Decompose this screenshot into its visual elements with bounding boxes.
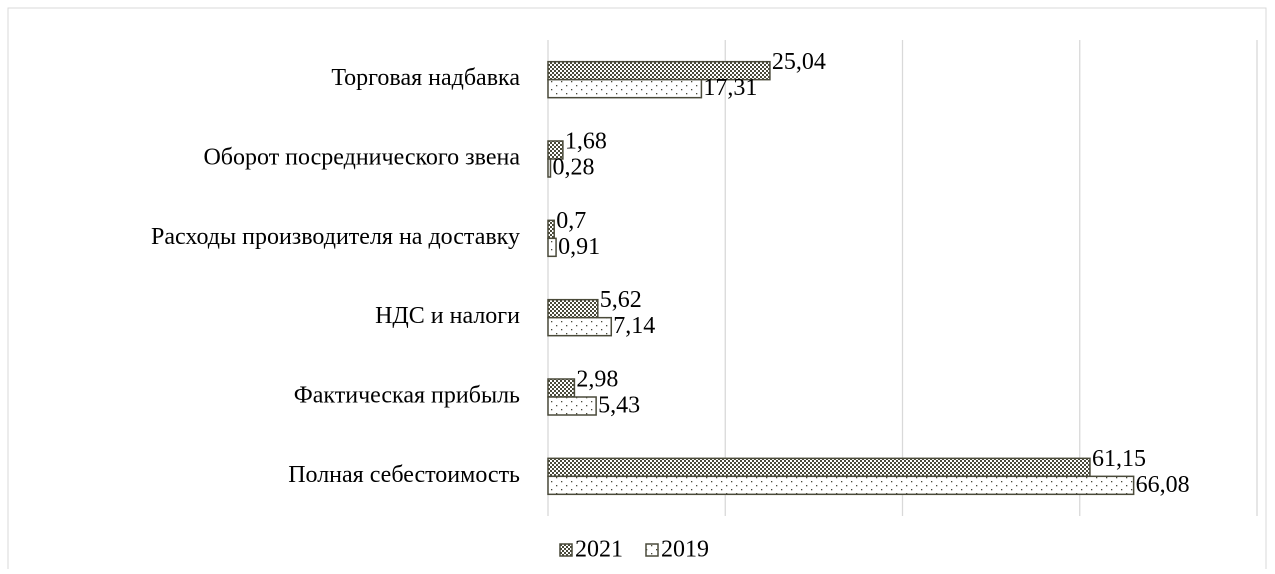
data-label: 0,7 — [556, 208, 586, 234]
y-tick-label: Фактическая прибыль — [294, 383, 520, 409]
bar — [547, 378, 576, 398]
bar — [547, 396, 597, 416]
data-label: 5,62 — [600, 287, 642, 313]
bar — [547, 158, 552, 178]
bar — [547, 316, 613, 337]
legend-swatch — [559, 543, 573, 557]
bar — [547, 475, 1135, 496]
bar — [547, 140, 564, 160]
bar — [547, 298, 599, 319]
data-label: 0,91 — [558, 234, 600, 260]
data-label: 25,04 — [772, 49, 826, 75]
legend-swatch — [645, 543, 659, 557]
data-label: 61,15 — [1092, 446, 1146, 472]
y-tick-label: НДС и налоги — [375, 303, 520, 329]
data-label: 7,14 — [613, 313, 655, 339]
data-label: 2,98 — [576, 367, 618, 393]
y-tick-label: Торговая надбавка — [331, 65, 520, 91]
bar — [547, 219, 555, 240]
y-tick-label: Полная себестоимость — [288, 462, 520, 488]
data-label: 66,08 — [1136, 472, 1190, 498]
legend-label: 2021 — [575, 537, 623, 563]
legend-label: 2019 — [661, 537, 709, 563]
y-tick-label: Расходы производителя на доставку — [151, 224, 520, 250]
bar — [547, 237, 557, 258]
data-label: 17,31 — [703, 75, 757, 101]
bar — [547, 457, 1091, 478]
y-tick-label: Оборот посреднического звена — [203, 145, 520, 171]
bar — [547, 78, 703, 99]
data-label: 5,43 — [598, 393, 640, 419]
data-label: 0,28 — [552, 155, 594, 181]
data-label: 1,68 — [565, 129, 607, 155]
frame — [7, 7, 1267, 574]
